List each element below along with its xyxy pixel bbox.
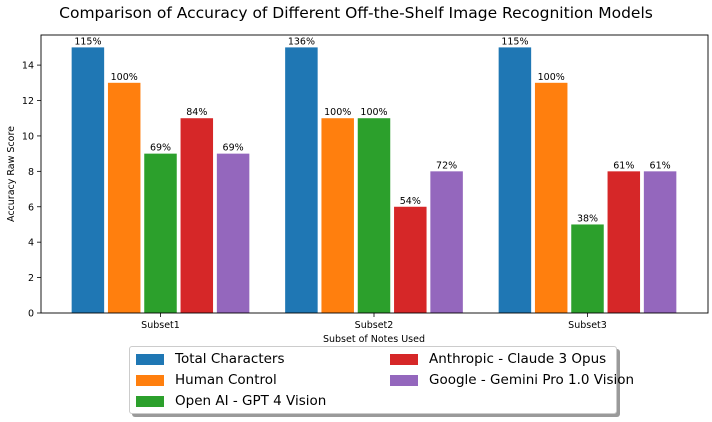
x-tick-label: Subset3 [568, 320, 607, 331]
y-axis-label: Accuracy Raw Score [6, 126, 17, 222]
y-tick-label: 8 [28, 167, 34, 178]
bar-data-label: 69% [223, 143, 244, 154]
y-axis: 0 2 4 6 8 10 12 14 [22, 61, 41, 320]
legend-label: Anthropic - Claude 3 Opus [429, 351, 607, 367]
legend-swatch [136, 374, 164, 386]
bar-labels-layer: 115% 136% 115% 100% 100% 100% 69% 100% 38% 84% 54%… [74, 36, 670, 224]
bar-google-gemini-pro-1-0-vision-subset3 [643, 171, 677, 313]
bar-data-label: 115% [501, 36, 528, 47]
y-tick-label: 10 [22, 131, 34, 142]
legend-label: Human Control [175, 372, 277, 388]
bar-google-gemini-pro-1-0-vision-subset2 [430, 171, 463, 313]
chart-legend: Total Characters Human Control Open AI - G… [129, 346, 634, 414]
x-axis-label: Subset of Notes Used [323, 334, 425, 345]
bar-human-control-subset1 [107, 82, 141, 313]
legend-item: Anthropic - Claude 3 Opus [390, 349, 606, 369]
plot-frame [40, 34, 709, 314]
legend-item: Total Characters [136, 349, 285, 369]
legend-swatch [136, 395, 164, 407]
bar-chart: 115% 136% 115% 100% 100% 100% 69% 100% 38% 84% 54%… [6, 34, 709, 345]
bar-human-control-subset2 [321, 118, 354, 313]
bar-total-characters-subset1 [71, 47, 105, 314]
bar-total-characters-subset3 [498, 47, 532, 314]
bar-data-label: 100% [360, 107, 387, 118]
bar-data-label: 72% [436, 160, 457, 171]
bar-data-label: 38% [577, 213, 598, 224]
legend-swatch [390, 353, 418, 365]
bar-open-ai-gpt-4-vision-subset1 [144, 153, 177, 313]
legend-item: Open AI - GPT 4 Vision [136, 391, 326, 411]
y-tick-label: 0 [28, 309, 34, 320]
bar-data-label: 84% [186, 107, 207, 118]
x-tick-label: Subset2 [355, 320, 394, 331]
y-tick-label: 12 [22, 96, 34, 107]
bar-google-gemini-pro-1-0-vision-subset1 [216, 153, 250, 313]
bar-anthropic-claude-3-opus-subset3 [607, 171, 641, 313]
x-tick-label: Subset1 [141, 320, 180, 331]
legend-swatch [136, 353, 164, 365]
bar-data-label: 100% [324, 107, 351, 118]
legend-label: Google - Gemini Pro 1.0 Vision [429, 372, 635, 388]
bar-anthropic-claude-3-opus-subset2 [394, 206, 427, 313]
chart-title: Comparison of Accuracy of Different Off-… [59, 4, 653, 22]
legend-swatch [390, 374, 418, 386]
legend-label: Open AI - GPT 4 Vision [175, 393, 327, 409]
bar-data-label: 100% [111, 72, 138, 83]
bar-open-ai-gpt-4-vision-subset2 [357, 118, 391, 313]
bar-total-characters-subset2 [285, 47, 318, 314]
y-tick-label: 2 [28, 273, 34, 284]
bar-anthropic-claude-3-opus-subset1 [180, 118, 214, 313]
bar-data-label: 100% [538, 72, 565, 83]
x-axis: Subset1 Subset2 Subset3 [141, 313, 607, 331]
bar-data-label: 115% [74, 36, 101, 47]
legend-item: Google - Gemini Pro 1.0 Vision [390, 370, 634, 390]
bar-data-label: 69% [150, 143, 171, 154]
bar-data-label: 61% [650, 160, 671, 171]
bar-data-label: 54% [400, 196, 421, 207]
bar-data-label: 136% [288, 36, 315, 47]
bar-data-label: 61% [613, 160, 634, 171]
legend-label: Total Characters [175, 351, 285, 367]
bar-human-control-subset3 [534, 82, 568, 313]
bar-open-ai-gpt-4-vision-subset3 [571, 224, 604, 313]
bars-layer [71, 47, 677, 314]
y-tick-label: 4 [28, 238, 34, 249]
y-tick-label: 14 [22, 61, 34, 72]
legend-item: Human Control [136, 370, 277, 390]
y-tick-label: 6 [28, 202, 34, 213]
